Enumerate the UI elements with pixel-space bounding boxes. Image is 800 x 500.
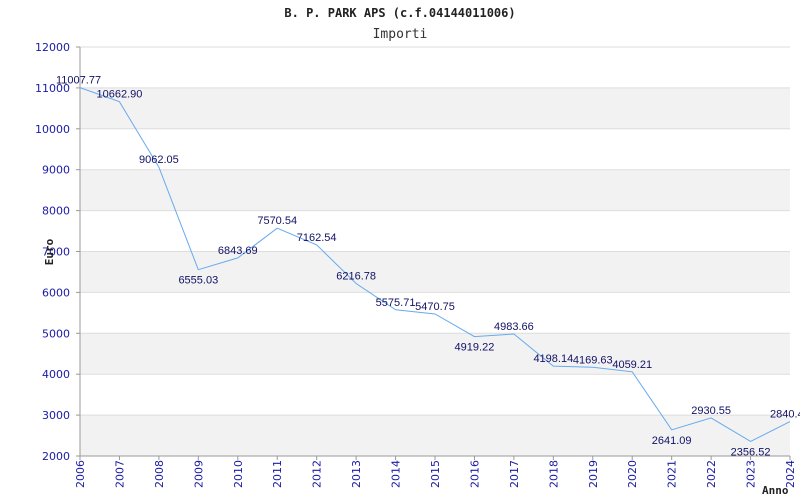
x-tick-label: 2013 [350, 460, 363, 488]
y-tick-label: 8000 [42, 205, 70, 218]
y-tick-label: 11000 [35, 82, 70, 95]
data-label: 2840.4 [770, 409, 800, 421]
data-label: 4059.21 [612, 359, 652, 371]
grid-band [80, 251, 790, 293]
grid-band [80, 87, 790, 129]
x-tick-label: 2020 [626, 460, 639, 488]
y-tick-label: 9000 [42, 164, 70, 177]
y-tick-label: 2000 [42, 450, 70, 463]
x-tick-label: 2011 [271, 460, 284, 488]
x-tick-label: 2016 [468, 460, 481, 488]
y-axis-title: Euro [43, 238, 56, 265]
x-axis-title: Anno [762, 484, 789, 497]
grid-band [80, 333, 790, 375]
y-tick-label: 4000 [42, 368, 70, 381]
x-tick-label: 2019 [587, 460, 600, 488]
data-label: 11007.77 [56, 75, 101, 87]
data-label: 6216.78 [336, 271, 376, 283]
x-axis-ticks: 2006 2007 2008 2009 2010 2011 2012 2013 2014 2015… [74, 456, 797, 488]
data-label: 6843.69 [218, 245, 258, 257]
y-tick-label: 5000 [42, 327, 70, 340]
chart-title: B. P. PARK APS (c.f.04144011006) [284, 6, 515, 20]
data-label: 5470.75 [415, 301, 455, 313]
y-tick-label: 10000 [35, 123, 70, 136]
data-label: 7570.54 [257, 215, 297, 227]
x-tick-label: 2006 [74, 460, 87, 488]
x-tick-label: 2021 [666, 460, 679, 488]
data-label: 10662.90 [96, 89, 142, 101]
data-label: 4983.66 [494, 321, 534, 333]
grid-band [80, 169, 790, 211]
data-label: 4919.22 [455, 342, 495, 354]
x-tick-label: 2014 [390, 460, 403, 488]
x-tick-label: 2017 [508, 460, 521, 488]
data-label: 5575.71 [376, 297, 416, 309]
data-label: 6555.03 [178, 275, 218, 287]
grid-band [80, 415, 790, 456]
grid-bands [80, 87, 790, 456]
x-tick-label: 2008 [153, 460, 166, 488]
grid-lines [80, 46, 790, 457]
series-line [79, 87, 791, 442]
x-tick-label: 2007 [113, 460, 126, 488]
data-label: 9062.05 [139, 154, 179, 166]
y-tick-label: 7000 [42, 246, 70, 259]
chart-subtitle: Importi [373, 27, 428, 42]
x-tick-label: 2023 [745, 460, 758, 488]
x-tick-label: 2018 [547, 460, 560, 488]
data-label: 4169.63 [573, 354, 613, 366]
data-labels: 11007.77 10662.90 9062.05 6555.03 6843.69 757… [56, 75, 800, 459]
x-tick-label: 2022 [705, 460, 718, 488]
y-axis-ticks: 2000 3000 4000 5000 6000 7000 8000 9000 10000 110… [35, 41, 80, 463]
data-label: 7162.54 [297, 232, 337, 244]
data-label: 4198.14 [533, 353, 573, 365]
x-tick-label: 2024 [784, 460, 797, 488]
x-tick-label: 2010 [232, 460, 245, 488]
data-label: 2641.09 [652, 435, 692, 447]
x-tick-label: 2012 [311, 460, 324, 488]
x-tick-label: 2009 [192, 460, 205, 488]
data-label: 2930.55 [691, 405, 731, 417]
y-tick-label: 6000 [42, 286, 70, 299]
data-label: 2356.52 [731, 446, 771, 458]
x-tick-label: 2015 [429, 460, 442, 488]
y-tick-label: 3000 [42, 409, 70, 422]
y-tick-label: 12000 [35, 41, 70, 54]
